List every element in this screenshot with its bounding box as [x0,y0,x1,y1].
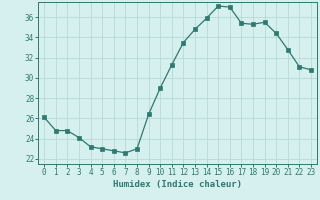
X-axis label: Humidex (Indice chaleur): Humidex (Indice chaleur) [113,180,242,189]
